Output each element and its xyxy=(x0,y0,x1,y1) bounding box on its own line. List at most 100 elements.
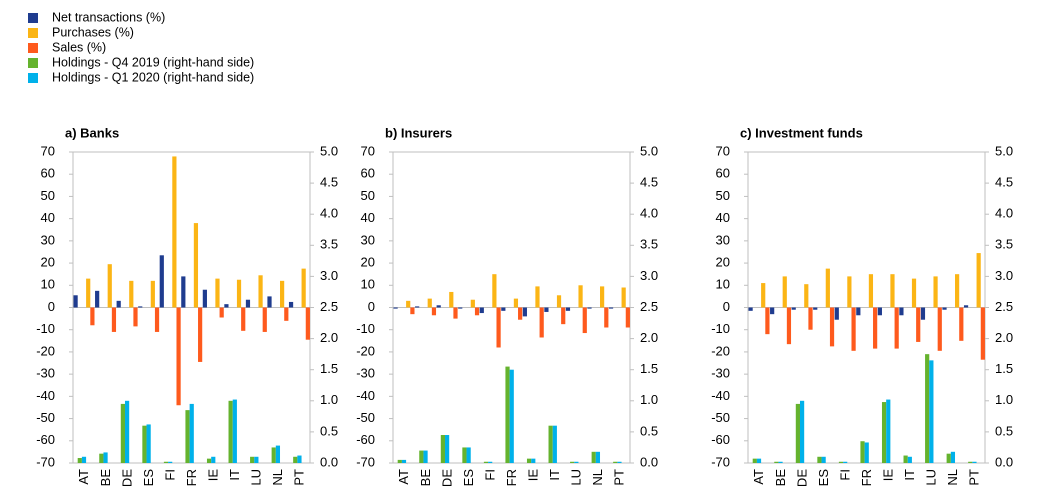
x-tick-label: IE xyxy=(880,469,895,482)
bar xyxy=(621,287,626,308)
bar xyxy=(159,255,164,308)
bar xyxy=(821,456,826,463)
bar xyxy=(206,458,212,463)
bar xyxy=(397,459,402,463)
y-tick-label: -70 xyxy=(356,454,375,469)
bar xyxy=(544,307,549,312)
y-tick-label: 40 xyxy=(41,210,55,225)
bar xyxy=(479,307,484,314)
bar xyxy=(305,307,310,340)
x-tick-label: IT xyxy=(227,469,242,481)
y2-tick-label: 1.5 xyxy=(995,361,1013,376)
y-tick-label: -10 xyxy=(711,321,730,336)
x-tick-label: ES xyxy=(461,469,476,487)
bar xyxy=(929,360,934,463)
bar xyxy=(245,299,251,308)
y2-tick-label: 4.5 xyxy=(640,175,658,190)
bar xyxy=(890,274,895,308)
bar xyxy=(894,307,899,349)
y-tick-label: 50 xyxy=(41,188,55,203)
y2-tick-label: 1.5 xyxy=(640,361,658,376)
bar xyxy=(509,369,514,463)
bar xyxy=(250,456,255,463)
x-tick-label: PT xyxy=(612,469,627,486)
x-tick-label: DE xyxy=(119,469,134,487)
y2-tick-label: 1.0 xyxy=(640,392,658,407)
y-tick-label: -30 xyxy=(711,366,730,381)
y2-tick-label: 0.5 xyxy=(320,423,338,438)
bar xyxy=(202,289,207,308)
bar xyxy=(825,268,830,308)
x-tick-label: AT xyxy=(751,469,766,485)
x-tick-label: FI xyxy=(482,469,497,481)
y-tick-label: -30 xyxy=(356,366,375,381)
x-tick-label: ES xyxy=(816,469,831,487)
bar xyxy=(774,461,779,463)
y2-tick-label: 2.5 xyxy=(640,299,658,314)
x-tick-label: NL xyxy=(590,469,605,486)
bar xyxy=(604,307,609,328)
bar xyxy=(976,253,981,308)
y2-tick-label: 2.0 xyxy=(995,330,1013,345)
bar xyxy=(219,307,224,318)
bar xyxy=(556,295,562,308)
bar xyxy=(856,307,861,316)
x-tick-label: AT xyxy=(76,469,91,485)
bar xyxy=(415,306,420,308)
bar xyxy=(847,276,852,308)
bar xyxy=(804,284,809,308)
y-tick-label: 10 xyxy=(361,277,375,292)
bar xyxy=(275,445,281,463)
bar xyxy=(431,307,437,316)
bar xyxy=(120,403,125,463)
bar xyxy=(293,456,298,463)
y2-tick-label: 0.5 xyxy=(995,423,1013,438)
y-tick-label: 60 xyxy=(716,166,730,181)
bar xyxy=(791,307,796,310)
y-tick-label: 20 xyxy=(716,255,730,270)
y-tick-label: -60 xyxy=(711,432,730,447)
y2-tick-label: 0.0 xyxy=(995,454,1013,469)
bar xyxy=(86,278,91,308)
bar xyxy=(838,461,844,463)
panel-title: c) Investment funds xyxy=(740,125,863,140)
y-tick-label: -20 xyxy=(356,343,375,358)
y-tick-label: 50 xyxy=(361,188,375,203)
bar xyxy=(770,307,775,315)
bar xyxy=(73,295,78,308)
y-tick-label: 40 xyxy=(716,210,730,225)
bar xyxy=(215,278,220,308)
bar xyxy=(799,400,805,463)
y2-tick-label: 4.0 xyxy=(320,206,338,221)
bar xyxy=(297,455,302,463)
y-tick-label: 10 xyxy=(716,277,730,292)
y2-tick-label: 3.5 xyxy=(995,237,1013,252)
y-tick-label: 30 xyxy=(361,232,375,247)
y2-tick-label: 4.5 xyxy=(320,175,338,190)
bar xyxy=(505,366,510,463)
y-tick-label: -70 xyxy=(36,454,55,469)
x-tick-label: IE xyxy=(525,469,540,482)
bar xyxy=(458,307,463,309)
bar xyxy=(258,275,263,308)
y2-tick-label: 3.5 xyxy=(320,237,338,252)
bar xyxy=(903,455,908,463)
bar xyxy=(608,307,614,309)
legend-label: Purchases (%) xyxy=(52,25,134,39)
x-tick-label: IT xyxy=(902,469,917,481)
bar xyxy=(886,399,891,463)
y-tick-label: 70 xyxy=(361,143,375,158)
y-tick-label: 60 xyxy=(361,166,375,181)
y-tick-label: 0 xyxy=(723,299,730,314)
bar xyxy=(920,307,926,320)
bar xyxy=(531,458,536,463)
bar xyxy=(613,461,618,463)
x-tick-label: NL xyxy=(270,469,285,486)
y-tick-label: 20 xyxy=(361,255,375,270)
bar xyxy=(761,283,766,308)
y2-tick-label: 1.5 xyxy=(320,361,338,376)
y2-tick-label: 5.0 xyxy=(995,143,1013,158)
bar xyxy=(410,307,415,315)
bar xyxy=(565,307,571,311)
bar xyxy=(817,456,822,463)
